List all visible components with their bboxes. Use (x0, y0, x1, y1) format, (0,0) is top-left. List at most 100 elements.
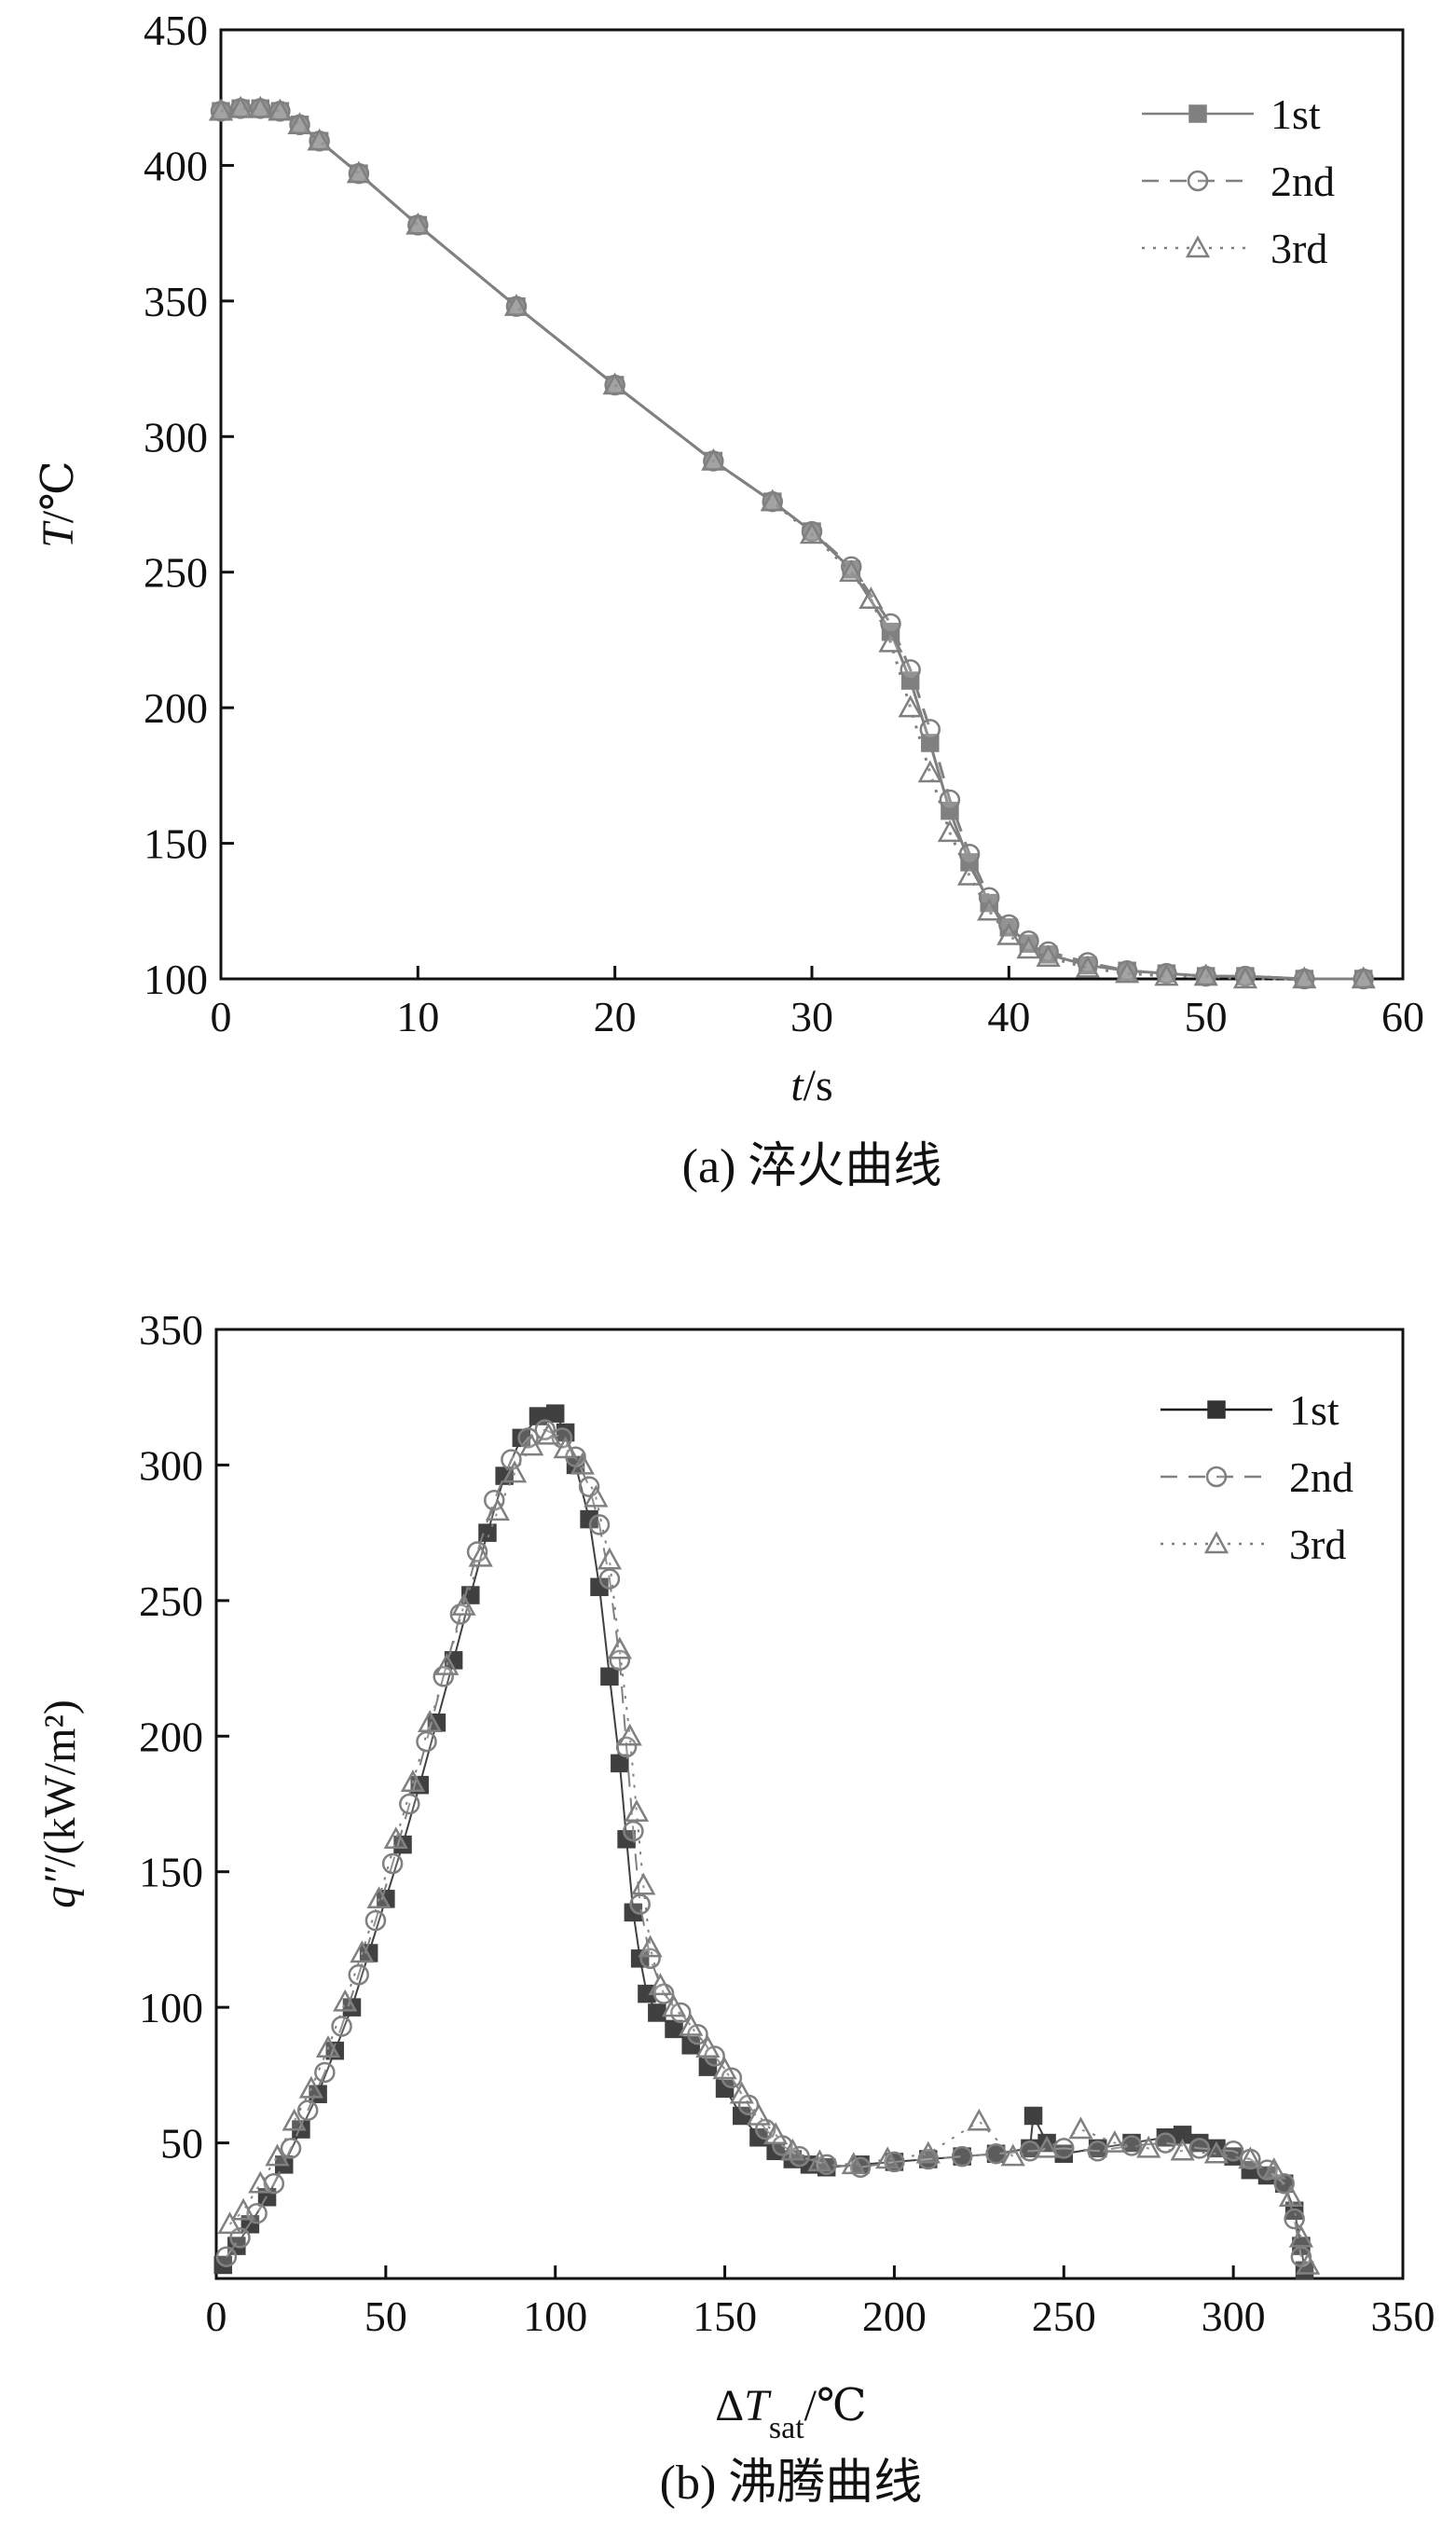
chart-b-series-line-3rd (228, 1434, 1310, 2265)
chart-a-x-tick-label: 20 (594, 993, 637, 1040)
chart-a-data-point (958, 843, 981, 865)
chart-b-data-point (698, 2058, 718, 2076)
chart-b-data-point (1102, 2129, 1127, 2153)
chart-b-data-point (607, 1636, 632, 1659)
chart-a-data-point (977, 898, 1002, 921)
chart-a-series-line-3rd (220, 106, 1364, 981)
chart-b-data-point (712, 2057, 737, 2080)
chart-b-data-point (951, 2145, 973, 2168)
chart-b-data-point (400, 1769, 426, 1792)
chart-b-data-point (1238, 2146, 1263, 2169)
chart-a-caption: (a) 淬火曲线 (682, 1140, 942, 1193)
chart-b-data-point (553, 1436, 578, 1459)
chart-b-data-point (763, 2122, 789, 2145)
chart-b-data-point (366, 1886, 391, 1909)
chart-a-data-point (1232, 966, 1258, 989)
chart-a-legend-label: 2nd (1271, 158, 1335, 205)
chart-b-data-point (1188, 2138, 1211, 2159)
chart-a-series-1st (212, 99, 1373, 988)
chart-a-data-point (939, 789, 961, 811)
chart-b-data-point (588, 1514, 611, 1535)
chart-a-data-point (839, 559, 864, 582)
chart-a-y-tick-label: 100 (144, 956, 208, 1003)
chart-a-legend-label: 1st (1271, 90, 1321, 138)
chart-b-data-point (434, 1653, 460, 1675)
chart-a-series-line-2nd (220, 106, 1364, 981)
chart-b-data-point (282, 2108, 307, 2131)
chart-b-data-point (217, 2211, 242, 2235)
chart-b-series-2nd (215, 1419, 1312, 2267)
chart-a-y-tick-label: 250 (144, 549, 208, 597)
chart-b-data-point (350, 1940, 375, 1963)
chart-b-x-axis-title: ΔTsat/℃ (715, 2381, 866, 2445)
chart-b-data-point (381, 1852, 404, 1875)
chart-a-legend-marker (1185, 235, 1211, 258)
chart-a-data-point (900, 659, 921, 681)
chart-a-data-point (1115, 960, 1140, 984)
chart-b-data-point (1136, 2135, 1161, 2158)
chart-a-data-point (858, 586, 884, 610)
chart-b-y-tick-label: 300 (139, 1441, 203, 1489)
chart-a-data-point (701, 447, 726, 471)
chart-b-y-tick-label: 350 (139, 1306, 203, 1354)
chart-b-data-point (536, 1422, 561, 1445)
chart-b-data-point (215, 2246, 238, 2267)
chart-b-data-point (580, 1509, 598, 1529)
chart-a-data-point (1036, 944, 1061, 967)
chart-b-y-tick-label: 150 (139, 1849, 203, 1896)
chart-a-data-point (956, 862, 982, 886)
chart-b-data-point (597, 1547, 623, 1570)
chart-b-data-point (915, 2141, 941, 2164)
chart-b-data-point (875, 2146, 900, 2169)
chart-b-data-point (681, 2036, 700, 2055)
chart-b-caption: (b) 沸腾曲线 (660, 2457, 923, 2510)
chart-b-data-point (248, 2170, 273, 2194)
chart-b-data-point (1170, 2138, 1195, 2161)
chart-a-data-point (287, 112, 312, 135)
chart-b-data-point (418, 1710, 443, 1732)
chart-b-data-point (265, 2143, 290, 2167)
chart-b-legend-label: 3rd (1289, 1521, 1346, 1568)
chart-b-data-point (416, 1730, 437, 1753)
chart-panel-b: 0 50 100 150 200 250 300 350 50 100 150 200 250 300 35… (0, 1268, 1456, 2533)
chart-b-y-tick-label: 50 (160, 2120, 203, 2168)
chart-a-data-point (760, 489, 785, 512)
chart-a-legend-label: 3rd (1271, 225, 1327, 272)
chart-b-data-point (478, 1523, 497, 1542)
chart-a-series-2nd (210, 98, 1374, 990)
chart-a-y-tick-label: 300 (144, 413, 208, 461)
chart-a-data-point (307, 128, 332, 151)
chart-b-plot-frame (214, 1328, 1405, 2280)
chart-b-data-point (348, 1963, 370, 1986)
chart-b-data-point (545, 1404, 565, 1423)
chart-b-legend-marker (1207, 1400, 1226, 1419)
chart-b-data-point (383, 1826, 408, 1850)
chart-a-svg: 0 10 20 30 40 50 60 100 150 200 250 300 350 400 450 1st… (34, 7, 1424, 1193)
chart-b-data-point (230, 2197, 256, 2221)
chart-b-y-axis-title: q″/(kW/m²) (35, 1700, 85, 1908)
chart-a-data-point (1075, 955, 1100, 978)
chart-b-data-point (485, 1498, 510, 1521)
chart-a-data-point (602, 372, 627, 395)
chart-b-data-point (729, 2081, 754, 2104)
chart-b-data-point (314, 2061, 336, 2084)
chart-b-series-line-2nd (226, 1428, 1302, 2258)
chart-b-data-point (298, 2075, 323, 2099)
chart-b-y-tick-label: 200 (139, 1713, 203, 1760)
chart-a-data-point (208, 98, 234, 121)
chart-b-x-tick-label: 150 (693, 2292, 757, 2340)
chart-b-data-point (468, 1544, 493, 1567)
chart-a-plot-frame (219, 28, 1405, 981)
chart-b-data-point (1034, 2135, 1060, 2158)
chart-b-data-point (517, 1427, 539, 1449)
chart-a-y-tick-label: 450 (144, 7, 208, 54)
chart-b-y-tick-label: 100 (139, 1984, 203, 2031)
chart-b-x-tick-label: 0 (206, 2292, 227, 2340)
chart-b-svg: 0 50 100 150 200 250 300 350 50 100 150 200 250 300 35… (35, 1306, 1435, 2510)
chart-b-legend-label: 2nd (1289, 1453, 1353, 1501)
chart-a-y-tick-label: 350 (144, 278, 208, 325)
chart-b-data-point (638, 1934, 663, 1958)
chart-b-x-tick-label: 350 (1371, 2292, 1435, 2340)
chart-b-data-point (617, 1723, 642, 1746)
